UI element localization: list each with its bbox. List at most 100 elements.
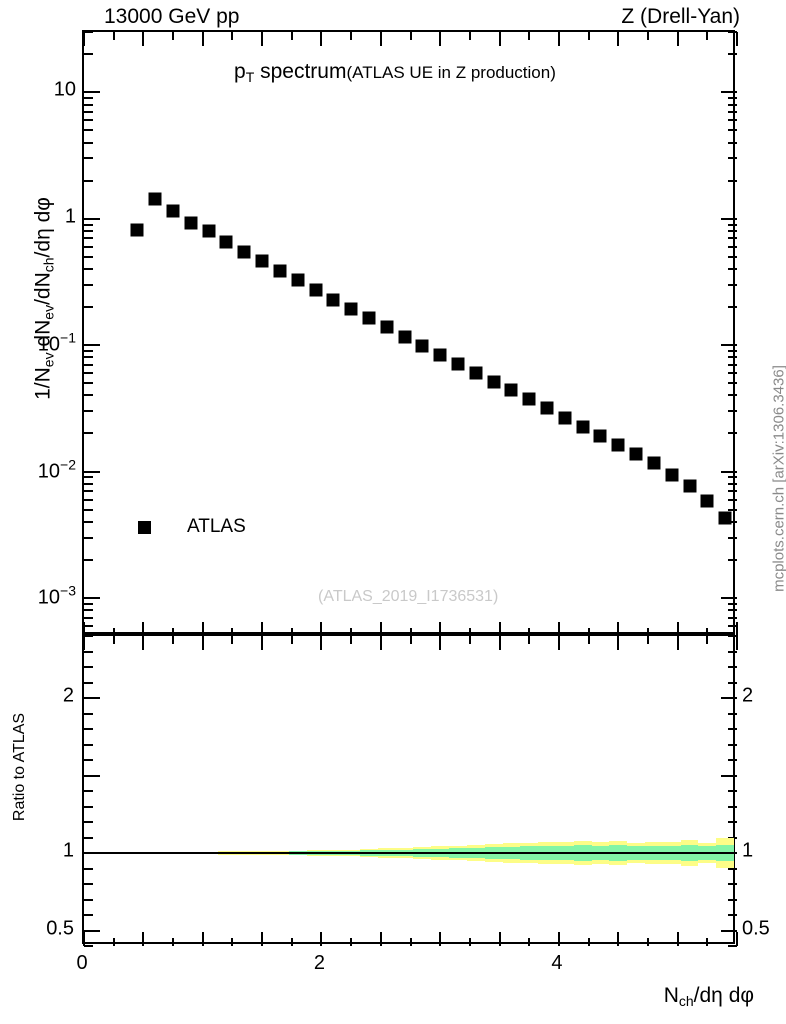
y-tick-major [728,482,737,485]
y-tick-major [728,53,737,56]
y-tick-major [84,91,100,94]
x-tick-bottom [557,622,560,636]
ylab-p6: /dη dφ [31,197,55,258]
y-tick-major [728,476,737,479]
y-tick-major [84,223,93,226]
y-tick-major [84,498,93,501]
ratio-x-tick-top [557,636,560,650]
title-subscript: T [245,69,255,85]
ratio-x-tick-top [468,636,471,644]
data-point-marker [380,320,394,334]
ratio-y-tick [84,929,100,932]
data-point-marker [611,438,625,452]
ratio-tick-label-left: 1 [62,839,74,862]
data-point-marker [202,224,216,238]
y-tick-major [728,508,737,511]
y-tick-major [84,476,93,479]
ratio-y-tick [84,836,93,839]
data-point-marker [540,401,554,415]
x-tick-label: 4 [551,952,563,974]
data-point-marker [647,456,661,470]
y-tick-major [728,141,737,144]
ratio-x-tick-top [587,636,590,644]
y-tick-major [728,372,737,375]
x-tick-top [706,32,709,40]
ratio-x-tick-bottom [617,932,620,946]
ratio-y-tick [728,681,737,684]
ratio-y-tick [728,650,737,653]
y-tick-major [728,558,737,561]
y-tick-major [728,602,737,605]
ratio-y-tick [84,697,100,699]
ratio-y-tick [728,914,737,916]
x-tick-bottom [320,622,323,636]
ratio-x-tick-bottom [676,932,679,946]
data-point-marker [291,273,305,287]
x-tick-top [409,32,412,40]
y-tick-major [728,103,737,106]
ratio-x-tick-bottom [706,938,709,946]
ratio-y-tick [84,898,93,901]
y-tick-major [728,616,737,619]
mcplots-credit: mcplots.cern.ch [arXiv:1306.3436] [770,365,786,592]
y-tick-major [721,91,737,94]
ratio-y-tick [728,883,737,885]
ratio-x-tick-top [736,636,738,650]
ratio-x-tick-bottom [261,932,264,946]
ratio-y-tick [728,898,737,901]
x-tick-top [439,32,442,46]
y-tick-major [728,520,737,523]
data-point-marker [362,311,376,325]
x-tick-top [498,32,501,46]
y-tick-major [84,432,93,435]
x-tick-bottom [587,628,590,636]
ratio-y-tick [84,759,93,761]
ratio-y-tick [728,728,737,730]
ratio-plot-frame [82,634,738,947]
data-point-marker [433,348,447,362]
x-tick-bottom [468,628,471,636]
x-tick-top [676,32,679,46]
y-tick-major [84,141,93,144]
x-tick-top [83,32,85,46]
x-tick-bottom [231,628,234,636]
data-point-marker [683,479,696,493]
y-tick-major [84,229,93,232]
x-tick-top [290,32,293,40]
x-tick-top [172,32,175,40]
x-tick-bottom [409,628,412,636]
ratio-x-tick-top [290,636,293,644]
x-tick-bottom [498,622,501,636]
data-point-marker [148,192,162,206]
ratio-y-tick [728,712,737,715]
ratio-x-tick-bottom [468,938,471,946]
xlab-p1: ch [678,993,694,1009]
y-tick-major [84,129,93,132]
y-tick-major [728,609,737,612]
data-point-marker [326,293,340,307]
ylab-p3: ev [40,304,57,320]
ratio-x-tick-top [528,636,531,644]
y-axis-title: 1/Nev dNev/dNch/dη dφ [32,19,57,579]
y-tick-major [84,283,93,286]
y-tick-major [728,410,737,413]
ratio-y-tick [84,635,93,637]
ratio-y-tick [84,774,100,777]
ratio-x-tick-top [201,636,204,650]
data-point-marker [166,204,180,218]
data-point-marker [237,245,251,259]
y-tick-major [84,217,100,220]
y-tick-major [728,624,737,627]
y-tick-major [84,157,93,160]
ratio-x-tick-top [320,636,323,650]
title-rest: spectrum [254,60,347,83]
ratio-x-tick-top [379,636,382,650]
xlab-p0: N [663,984,679,1007]
ratio-tick-label-left: 0.5 [46,917,74,939]
y-tick-major [84,624,93,627]
x-tick-bottom [261,622,264,636]
ratio-x-tick-bottom [112,938,115,946]
ratio-y-tick [721,697,737,699]
y-tick-major [84,53,93,56]
